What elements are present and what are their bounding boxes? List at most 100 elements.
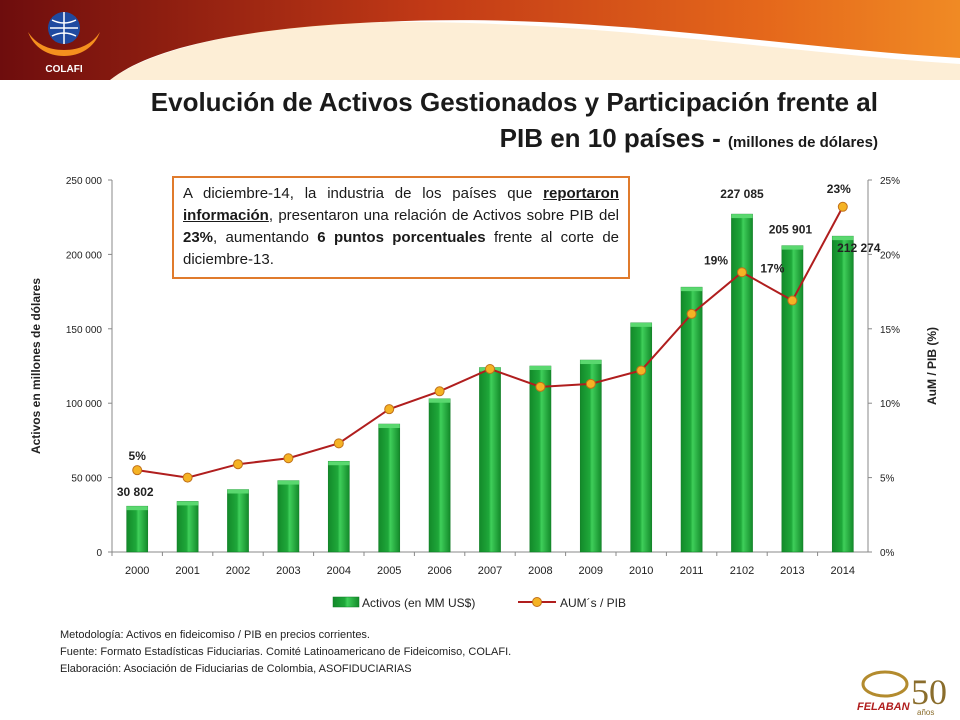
y-tick-label-left: 100 000 (66, 399, 103, 410)
x-tick-label: 2010 (629, 565, 653, 577)
y-tick-label-right: 5% (880, 474, 895, 485)
y-tick-label-right: 10% (880, 399, 900, 410)
page-title: Evolución de Activos Gestionados y Parti… (60, 84, 878, 161)
x-tick-label: 2014 (831, 565, 855, 577)
y-tick-label-left: 0 (96, 548, 102, 559)
callout-text-5: , aumentando (213, 229, 318, 246)
callout-text-1: A diciembre-14, la industria de los país… (183, 185, 544, 202)
line-point-2010 (636, 365, 647, 376)
line-point-2005 (384, 404, 395, 415)
bar-top-2014 (832, 236, 854, 241)
y-tick-label-right: 25% (880, 176, 900, 187)
page-title-line2: PIB en 10 países - (millones de dólares) (60, 120, 878, 161)
bar-2102 (731, 213, 753, 553)
x-tick-label: 2000 (125, 565, 149, 577)
bar-label: 227 085 (720, 187, 764, 201)
bar-2010 (630, 322, 653, 553)
y-axis-title-right: AuM / PIB (%) (925, 327, 939, 405)
top-banner (0, 0, 960, 80)
line-point-2009 (585, 378, 596, 389)
page-title-line2-text: PIB en 10 países - (499, 123, 728, 153)
x-tick-label: 2008 (528, 565, 552, 577)
footer-notes: Metodología: Activos en fideicomiso / PI… (60, 627, 511, 678)
bar-2003 (277, 480, 300, 553)
bar-label: 212 274 (837, 241, 881, 255)
bar-2013 (781, 245, 804, 553)
x-tick-label: 2007 (478, 565, 502, 577)
x-tick-label: 2009 (579, 565, 603, 577)
page-title-line1: Evolución de Activos Gestionados y Parti… (150, 87, 878, 117)
bar-2001 (176, 501, 199, 553)
bar-top-2010 (630, 322, 652, 327)
y-tick-label-right: 20% (880, 250, 900, 261)
page-title-subtitle: (millones de dólares) (727, 134, 878, 151)
bar-label: 205 901 (769, 223, 813, 237)
line-point-2014 (837, 201, 848, 212)
bar-top-2008 (529, 366, 551, 370)
bar-2004 (327, 460, 350, 553)
felaban-sub-text: años (917, 708, 934, 717)
footer-line-3: Elaboración: Asociación de Fiduciarias d… (60, 663, 412, 675)
colafi-logo-text: COLAFI (45, 64, 82, 75)
bar-top-2004 (328, 461, 350, 466)
line-label: 17% (760, 262, 784, 276)
line-point-2011 (686, 308, 697, 319)
x-tick-label: 2002 (226, 565, 250, 577)
bar-top-2006 (429, 398, 451, 403)
callout-text-4: 23% (183, 229, 214, 246)
colafi-logo: COLAFI (28, 12, 100, 75)
bar-2006 (428, 398, 451, 553)
line-point-2002 (233, 459, 243, 470)
x-tick-label: 2004 (327, 565, 351, 577)
legend-swatch-marker (532, 597, 542, 607)
bar-top-2009 (580, 360, 602, 365)
x-tick-label: 2013 (780, 565, 804, 577)
line-point-2001 (182, 472, 193, 483)
y-tick-label-right: 15% (880, 325, 900, 336)
footer-line-2: Fuente: Formato Estadísticas Fiduciarias… (60, 646, 512, 658)
line-point-2013 (787, 295, 798, 306)
bar-top-2000 (126, 506, 148, 511)
y-axis-title-left: Activos en millones de dólares (29, 278, 43, 454)
x-tick-label: 2001 (175, 565, 199, 577)
bar-2008 (529, 365, 552, 553)
callout-text-3: , presentaron una relación de Activos so… (268, 207, 619, 224)
line-point-2004 (333, 438, 344, 449)
line-point-2006 (434, 386, 445, 397)
bar-top-2013 (781, 245, 803, 250)
line-point-2008 (535, 381, 546, 392)
bar-top-2003 (277, 480, 299, 485)
line-label: 19% (704, 253, 728, 267)
line-point-2000 (132, 465, 143, 476)
x-tick-label: 2006 (427, 565, 451, 577)
callout-text-6: 6 puntos porcentuales (317, 229, 486, 246)
line-label: 5% (129, 449, 147, 463)
felaban-logo: FELABAN 50 años (857, 670, 947, 717)
bar-2000 (126, 505, 149, 553)
felaban-years-text: 50 (911, 672, 947, 712)
x-tick-label: 2102 (730, 565, 754, 577)
callout-text-7: frente al corte de diciembre-13. (183, 229, 620, 268)
bar-2014 (831, 235, 854, 553)
legend-label-line: AUM´s / PIB (560, 596, 626, 610)
legend-swatch-bars (332, 596, 360, 608)
footer-line-1: Metodología: Activos en fideicomiso / PI… (60, 629, 370, 641)
legend-label-bars: Activos (en MM US$) (362, 596, 475, 610)
x-tick-label: 2003 (276, 565, 300, 577)
bar-2005 (378, 423, 401, 553)
line-point-2007 (485, 363, 495, 374)
bar-top-2002 (227, 489, 249, 494)
felaban-logo-text: FELABAN (857, 701, 911, 713)
line-label: 23% (827, 182, 851, 196)
bar-top-2005 (378, 424, 400, 429)
y-tick-label-left: 50 000 (71, 474, 102, 485)
x-tick-label: 2005 (377, 565, 401, 577)
bar-2007 (479, 367, 501, 553)
bar-top-2011 (681, 287, 703, 292)
y-tick-label-right: 0% (880, 548, 895, 559)
callout-text-2: reportaron información (183, 185, 619, 224)
bar-2002 (227, 489, 249, 553)
y-tick-label-left: 200 000 (66, 250, 103, 261)
line-point-2003 (283, 453, 294, 464)
